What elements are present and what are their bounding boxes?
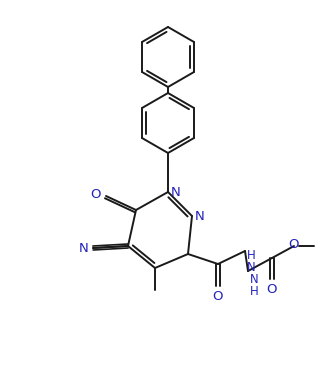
Text: O: O: [213, 290, 223, 303]
Text: N
H: N H: [250, 273, 259, 298]
Text: N: N: [79, 242, 89, 255]
Text: N: N: [195, 210, 205, 222]
Text: O: O: [267, 283, 277, 296]
Text: N: N: [171, 185, 181, 199]
Text: H
N: H N: [247, 249, 256, 274]
Text: O: O: [289, 239, 299, 251]
Text: O: O: [91, 188, 101, 201]
